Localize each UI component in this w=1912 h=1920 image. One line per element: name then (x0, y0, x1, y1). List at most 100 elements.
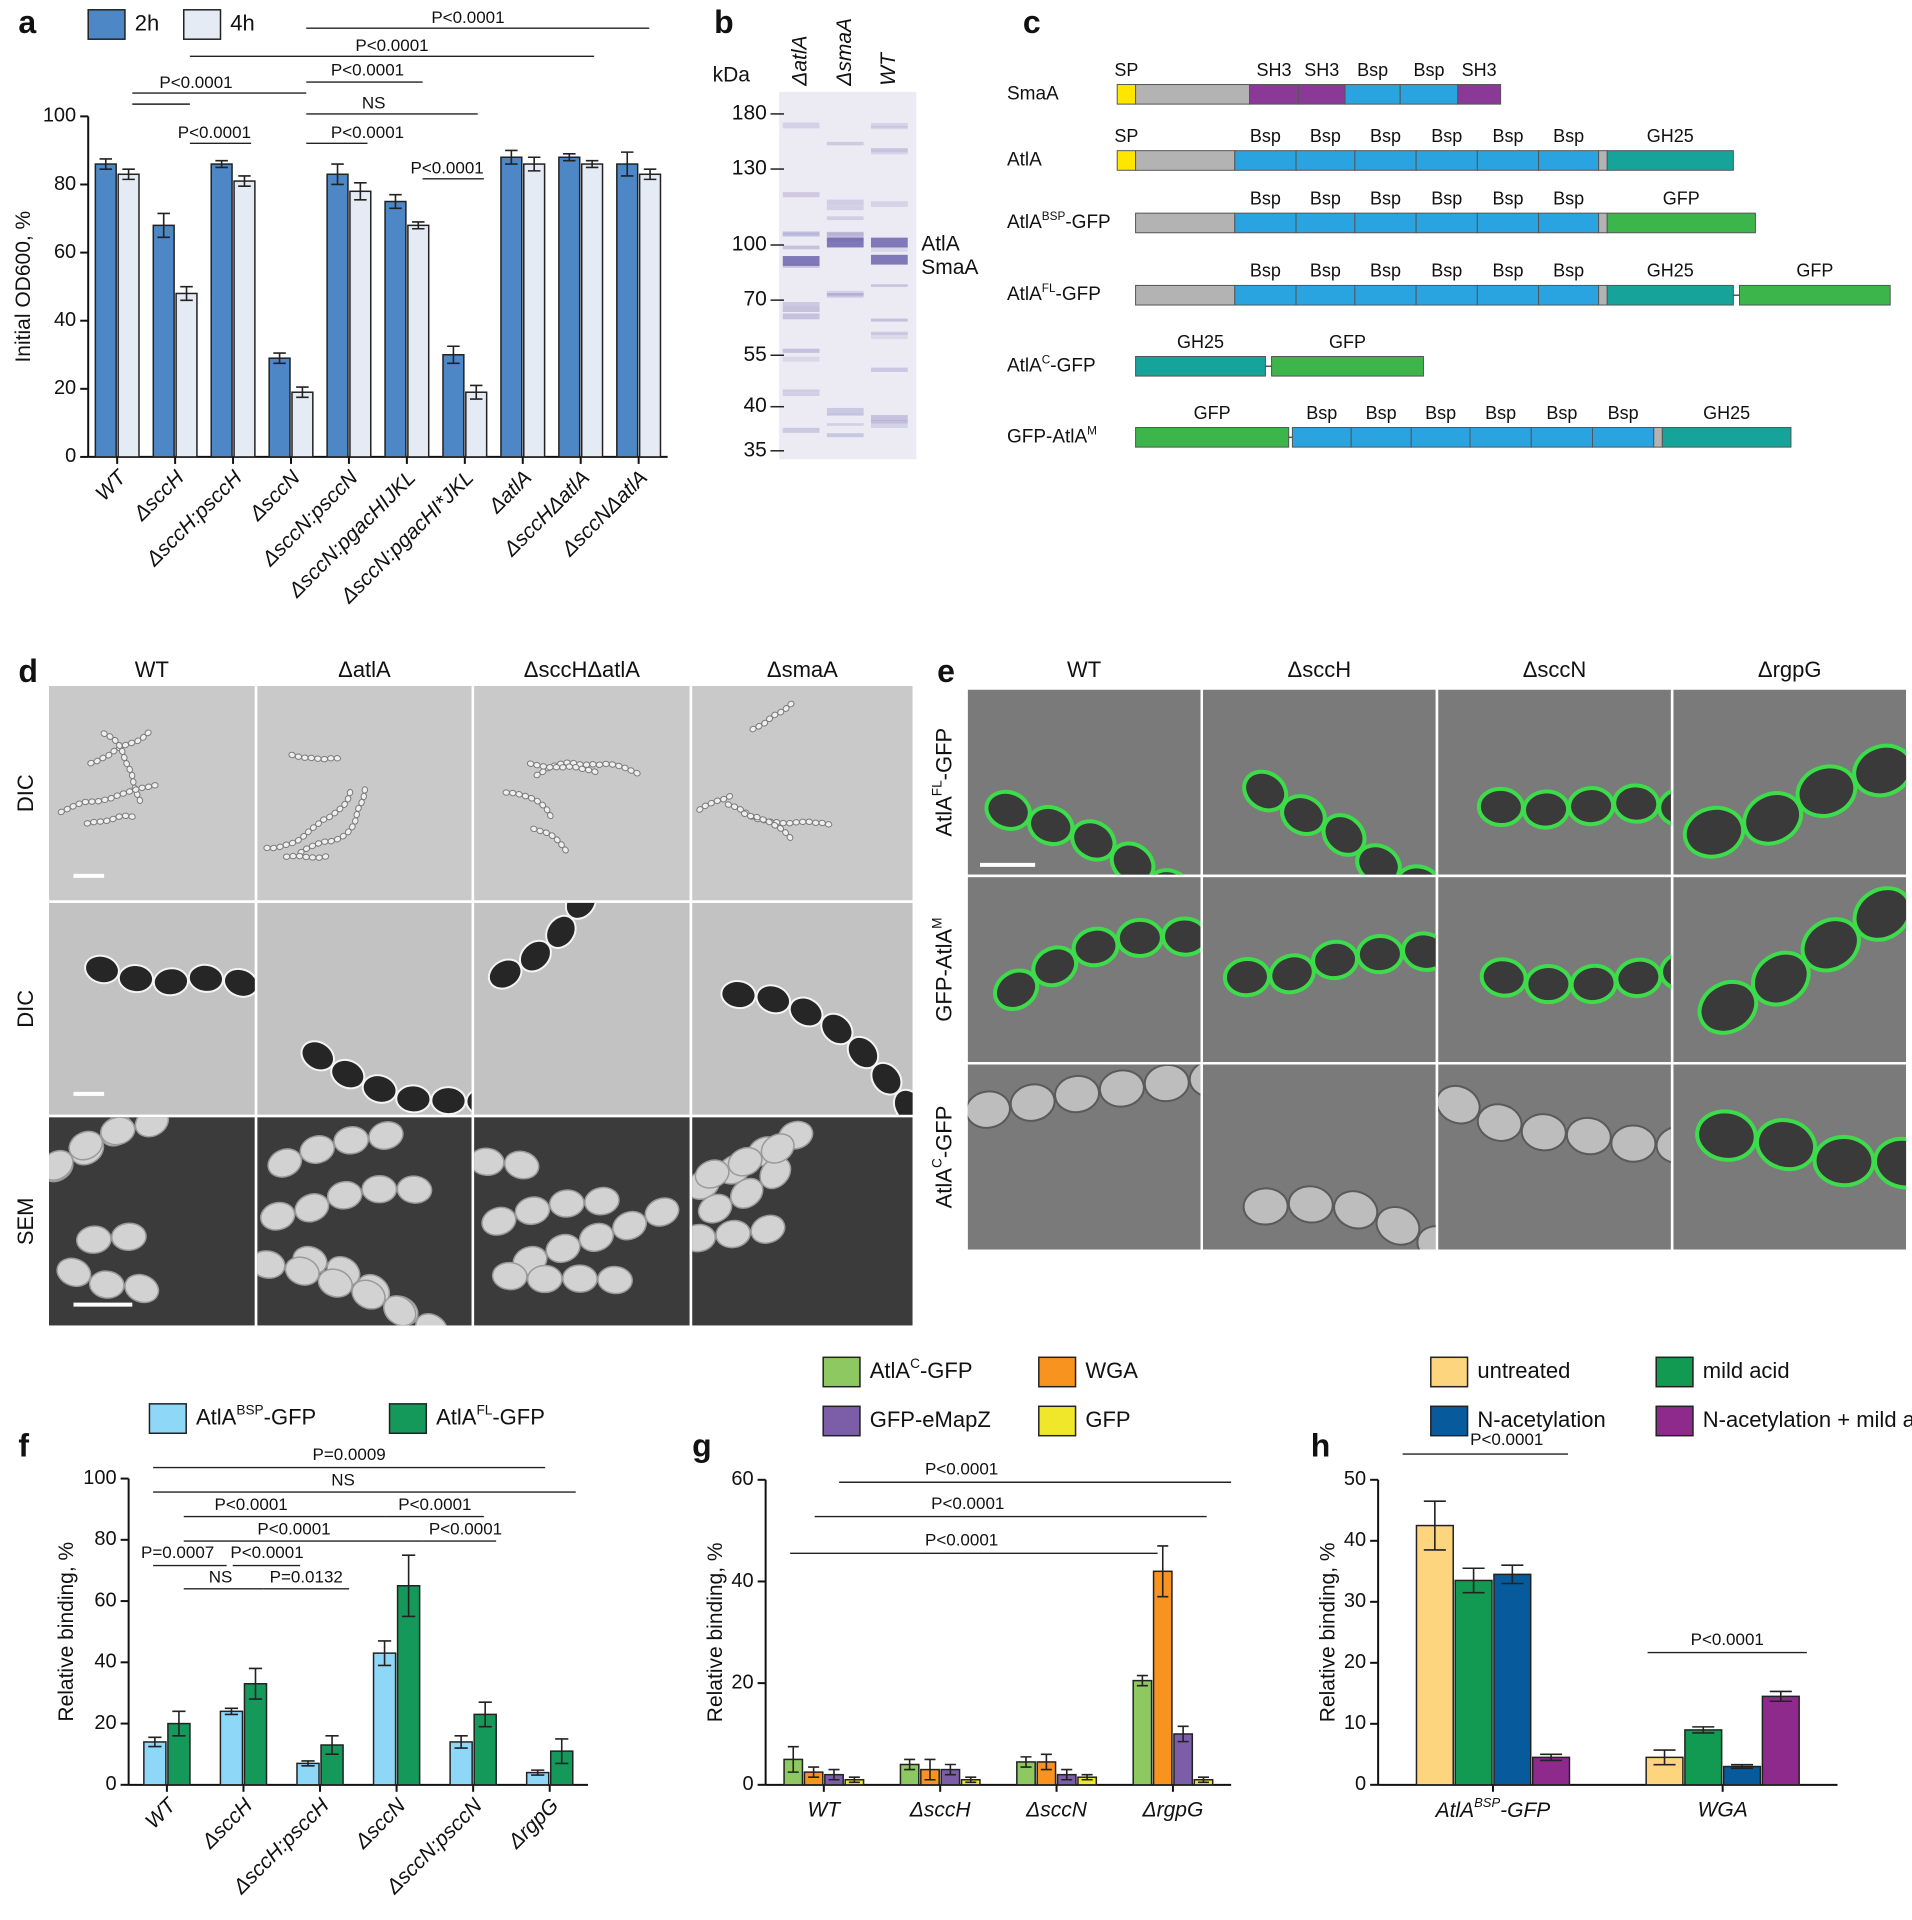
cell-image (487, 958, 523, 990)
domain-label: GH25 (1177, 332, 1224, 352)
error-bar (122, 168, 135, 181)
marker-label: 70 (743, 288, 766, 311)
domain-label: Bsp (1553, 188, 1584, 208)
gel-band (782, 389, 820, 393)
domain-box (1476, 284, 1540, 306)
micrograph (49, 902, 255, 1115)
gel-band (826, 205, 864, 211)
domain-box (1399, 84, 1459, 105)
cell-image (1333, 1190, 1379, 1230)
cell-image (83, 820, 92, 827)
legend-label: GFP-eMapZ (870, 1407, 991, 1432)
superscript: M (930, 917, 945, 928)
significance-label: P<0.0001 (331, 61, 404, 80)
cell-image (151, 782, 159, 789)
cell-image (1109, 841, 1156, 875)
cell-image (1610, 1124, 1657, 1163)
cell-image (812, 819, 820, 826)
domain-box (1295, 150, 1356, 171)
error-bar (99, 158, 113, 170)
text-part: AtlA (436, 1404, 477, 1429)
cell-image (692, 1223, 717, 1253)
cell-image (597, 1265, 633, 1295)
bar (1132, 1679, 1153, 1786)
cell-image (326, 1180, 363, 1210)
domain-label: Bsp (1306, 403, 1337, 423)
domain-box (1135, 212, 1236, 234)
domain-box (1135, 355, 1266, 377)
cell-image (320, 755, 329, 763)
x-tick-label: WGA (1698, 1798, 1748, 1821)
error-bar (1177, 1725, 1189, 1743)
cell-image (720, 979, 757, 1010)
cell-image (289, 852, 297, 860)
bar (1152, 1570, 1173, 1786)
legend-label: AtlAC-GFP (870, 1356, 973, 1383)
cell-image (1852, 743, 1907, 798)
cell-image (730, 1177, 764, 1209)
error-bar (1692, 1726, 1715, 1734)
error-bar (1020, 1756, 1032, 1768)
y-tick-label: 20 (94, 1712, 116, 1734)
domain-label: Bsp (1250, 188, 1281, 208)
gel-band (870, 246, 908, 252)
cell-image (1659, 950, 1671, 991)
domain-box (1291, 427, 1352, 448)
band-label: AtlA (921, 233, 960, 256)
micrograph-background (692, 686, 913, 901)
gel-band (826, 216, 864, 221)
cell-image (430, 1086, 467, 1115)
domain-label: GH25 (1647, 261, 1694, 281)
cell-image (295, 852, 304, 860)
y-tick-label: 0 (65, 445, 76, 467)
cell-image (750, 1214, 786, 1244)
text-part: AtlA (1007, 355, 1042, 376)
domain-box (1592, 427, 1655, 448)
domain-label: Bsp (1357, 60, 1388, 80)
micrograph (1673, 1064, 1907, 1250)
text-part: GFP-AtlA (932, 928, 957, 1021)
error-bar (180, 285, 193, 302)
error-bar (478, 1701, 492, 1728)
gel-band (870, 333, 908, 340)
domain-box (1234, 212, 1297, 234)
error-bar (1731, 1763, 1754, 1770)
text-part: -GFP (932, 1106, 957, 1159)
gel-band (826, 423, 864, 426)
cell-image (321, 853, 330, 860)
micrograph-background (1438, 689, 1671, 875)
domain-box (1354, 150, 1417, 171)
domain-label: Bsp (1310, 261, 1341, 281)
cell-image (90, 818, 98, 826)
significance-label: P<0.0001 (429, 1520, 502, 1539)
domain-box (1606, 212, 1756, 234)
gel-band (870, 420, 908, 424)
error-bar (447, 345, 460, 365)
error-bar (224, 1707, 239, 1716)
superscript: M (1087, 424, 1097, 437)
cell-image (75, 1225, 112, 1254)
column-header: ΔatlA (338, 657, 391, 682)
error-bar (148, 1736, 162, 1748)
cell-image (578, 1222, 614, 1253)
legend-swatch (1655, 1405, 1694, 1437)
cell-image (302, 853, 310, 861)
bar (616, 163, 639, 458)
x-tick-label: ΔsccN (1025, 1798, 1088, 1821)
domain-label: Bsp (1370, 261, 1401, 281)
gel-band (782, 392, 820, 396)
cell-image (526, 1264, 563, 1294)
cell-image (360, 792, 367, 801)
cell-image (539, 763, 548, 770)
cell-image (518, 939, 552, 973)
cell-image (267, 1148, 303, 1178)
micrograph (1673, 877, 1907, 1063)
error-bar (248, 1667, 263, 1700)
text-part: -GFP (264, 1404, 317, 1429)
domain-label: SH3 (1304, 60, 1339, 80)
cell-image (595, 761, 604, 768)
domain-box (1135, 150, 1236, 171)
domain-box (1116, 150, 1137, 171)
gel-band (870, 284, 908, 287)
error-bar (1081, 1773, 1093, 1781)
